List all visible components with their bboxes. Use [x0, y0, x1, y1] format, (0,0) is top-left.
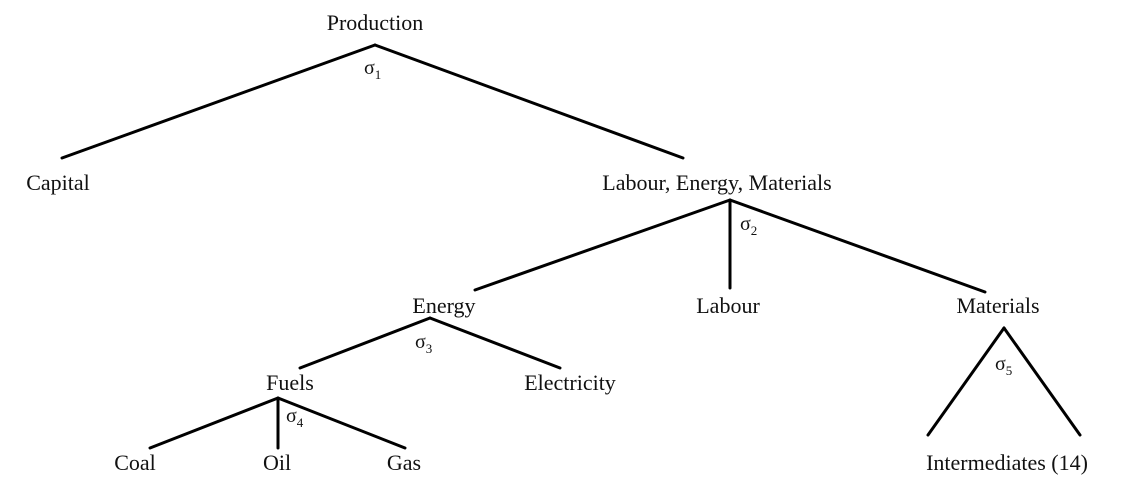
subscript: 5 — [1006, 363, 1013, 378]
elasticity-label: σ1 — [364, 57, 381, 82]
edge — [60, 43, 377, 160]
edge — [298, 316, 432, 370]
elasticity-label: σ5 — [995, 353, 1012, 378]
subscript: 2 — [751, 223, 758, 238]
node-label: Energy — [412, 293, 475, 318]
node-label: Fuels — [266, 370, 314, 395]
symbol: σ — [415, 331, 426, 353]
symbol: σ — [995, 353, 1006, 375]
node-label: Intermediates (14) — [926, 450, 1088, 475]
subscript: 1 — [375, 67, 382, 82]
edge — [428, 316, 562, 370]
edge — [473, 198, 732, 292]
subscript: 4 — [297, 415, 304, 430]
elasticity-label: σ2 — [740, 213, 757, 238]
node-label: Materials — [956, 293, 1039, 318]
node-label: Oil — [263, 450, 291, 475]
symbol: σ — [740, 213, 751, 235]
edge — [276, 396, 407, 450]
node-label: Coal — [114, 450, 156, 475]
symbol: σ — [364, 57, 375, 79]
nodes: Production Capital Labour, Energy, Mater… — [26, 10, 1088, 475]
node-label: Labour — [696, 293, 760, 318]
node-label: Electricity — [524, 370, 616, 395]
subscript: 3 — [426, 341, 433, 356]
edge — [728, 198, 987, 294]
symbol: σ — [286, 405, 297, 427]
node-label: Production — [327, 10, 424, 35]
edge — [148, 396, 280, 450]
edge — [1002, 326, 1082, 437]
elasticity-label: σ3 — [415, 331, 432, 356]
edges — [60, 43, 1082, 450]
node-label: Labour, Energy, Materials — [602, 170, 831, 195]
node-label: Gas — [387, 450, 421, 475]
elasticities: σ1 σ2 σ3 σ4 σ5 — [286, 57, 1012, 430]
elasticity-label: σ4 — [286, 405, 304, 430]
edge — [373, 43, 685, 160]
node-label: Capital — [26, 170, 90, 195]
edge — [926, 326, 1006, 437]
